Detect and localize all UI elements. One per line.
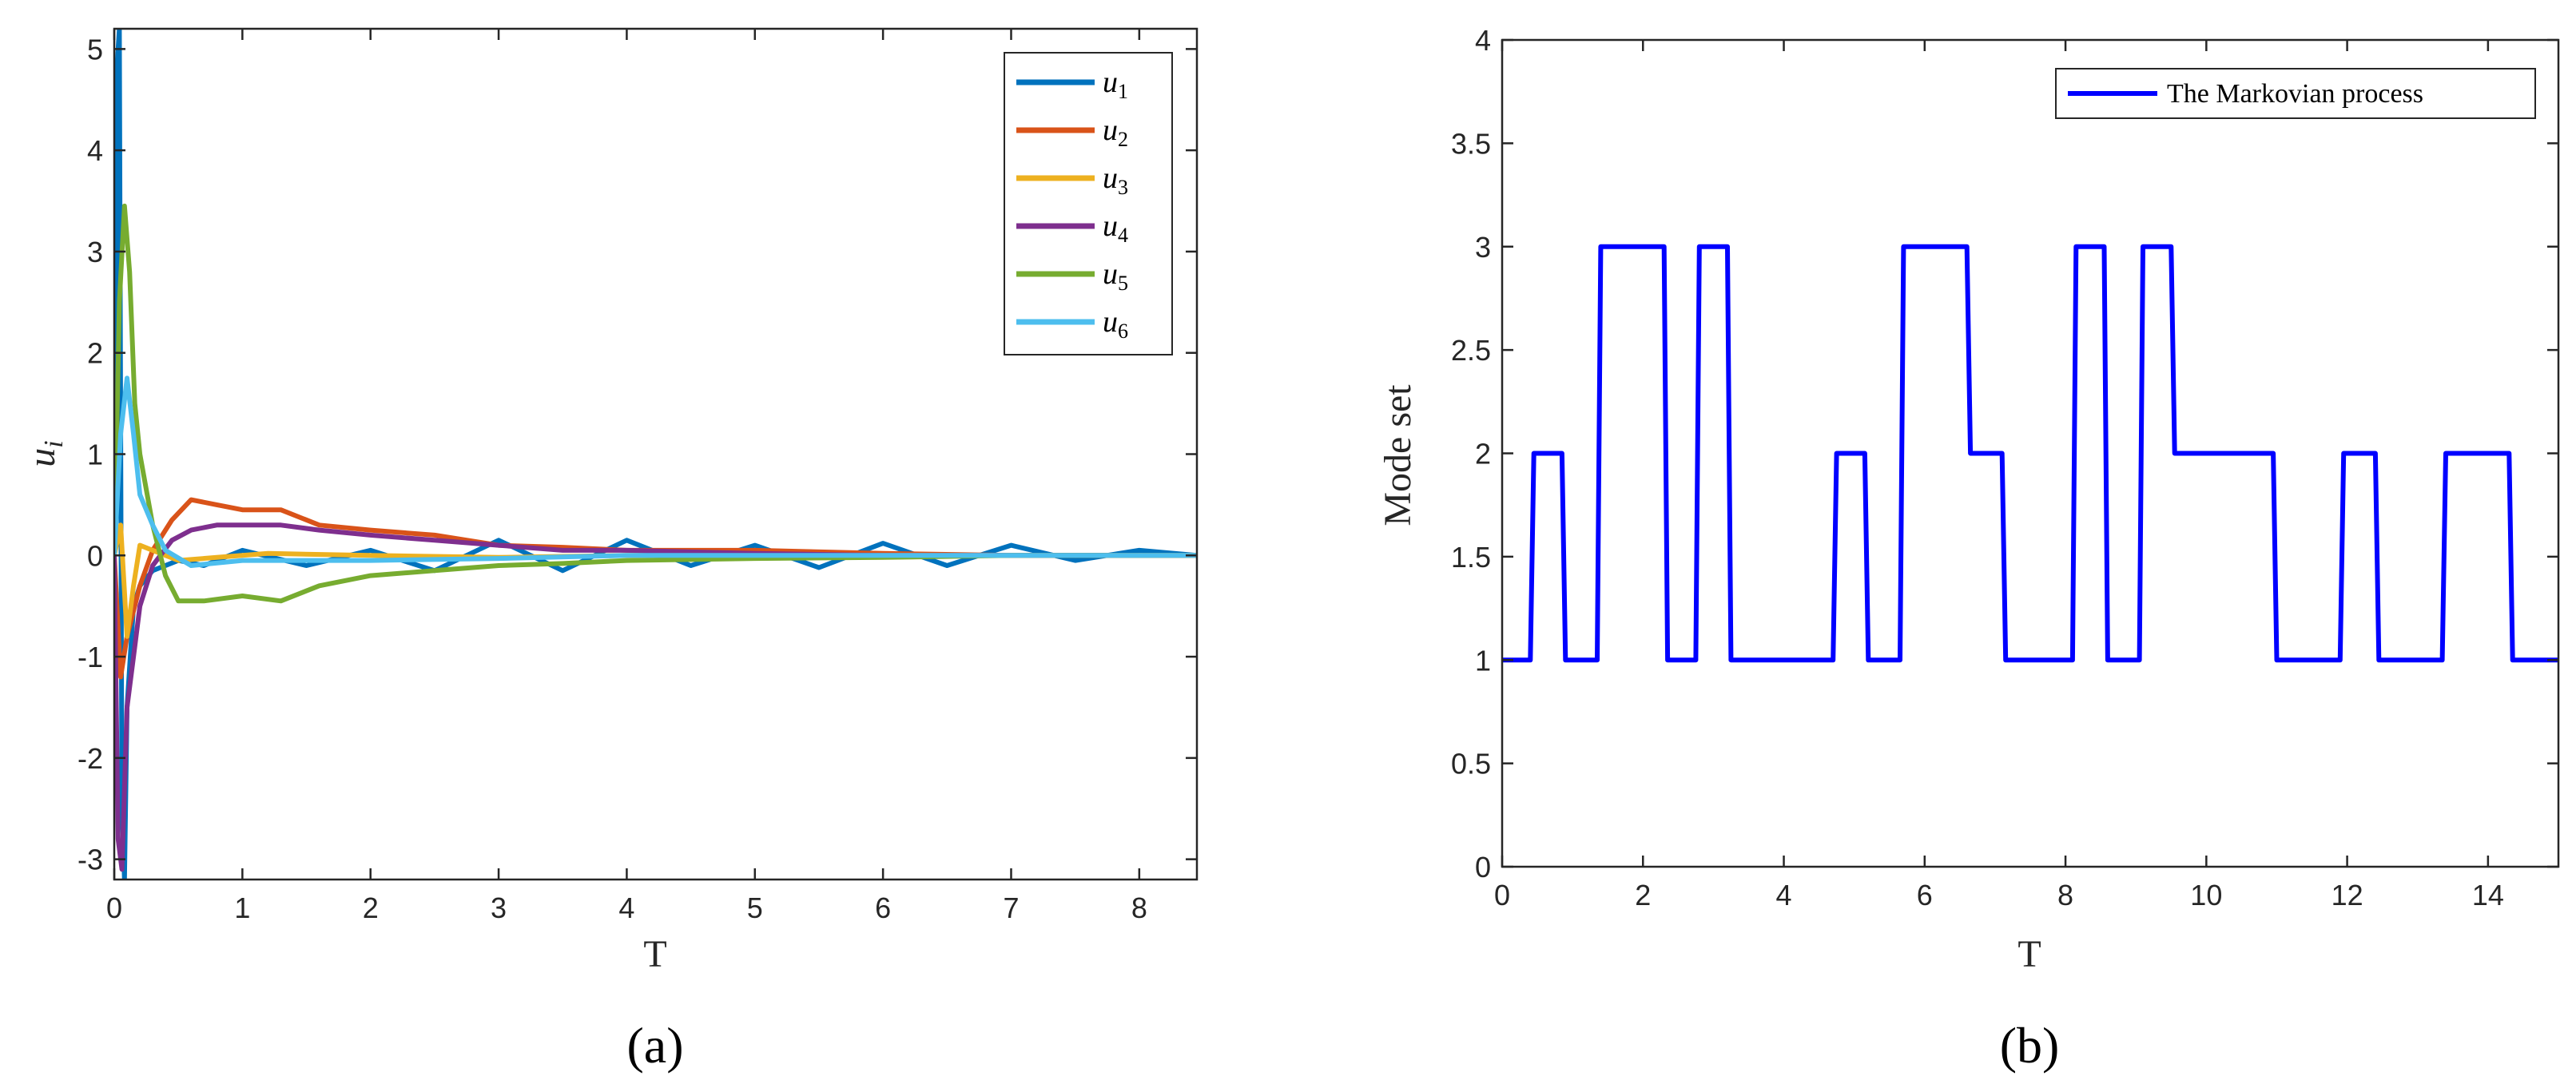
legend-a-entry-sub: 1 [1118,80,1128,103]
y-tick-label: 0.5 [1451,748,1491,780]
caption-b: (b) [2000,1017,2060,1074]
y-tick-label: 3 [87,236,103,268]
y-tick-label: 0 [87,539,103,572]
y-tick-label: -1 [78,641,103,673]
series-line-6 [114,375,1197,568]
legend-a-entry-sub: 3 [1118,176,1128,199]
x-tick-label: 1 [234,891,250,924]
x-tick-label: 7 [1003,891,1019,924]
x-tick-label: 5 [747,891,763,924]
y-tick-label: 1.5 [1451,541,1491,574]
legend-a-entry-name: u [1103,257,1118,291]
legend-a-entry-5: u5 [1103,257,1128,295]
legend-b-entry-1: The Markovian process [2167,79,2423,109]
legend-a-entry-name: u [1103,209,1118,243]
y-tick-label: 2 [87,337,103,370]
y-tick-label: 1 [87,439,103,471]
legend-a-entry-sub: 6 [1118,320,1128,343]
series-line-5 [114,203,1197,604]
y-tick-label: 5 [87,33,103,66]
legend-a-entry-name: u [1103,161,1118,195]
legend-a-entry-sub: 2 [1118,128,1128,151]
y-tick-label: 2 [1475,438,1491,471]
x-tick-label: 2 [1635,879,1651,911]
y-axis-label-b: Mode set [1377,384,1419,526]
x-tick-label: 10 [2190,879,2222,911]
y-tick-label: -3 [78,844,103,876]
y-tick-label: 4 [1475,24,1491,57]
legend-a-entry-sub: 4 [1118,224,1128,247]
caption-a: (a) [626,1017,683,1074]
x-tick-label: 4 [618,891,634,924]
legend-a-entry-name: u [1103,305,1118,339]
x-tick-label: 6 [875,891,891,924]
legend-a-box [1004,52,1173,355]
x-tick-label: 2 [363,891,379,924]
legend-a-entry-sub: 5 [1118,272,1128,295]
x-tick-label: 14 [2472,879,2504,911]
legend-a-entry-name: u [1103,66,1118,99]
y-tick-label: 3.5 [1451,127,1491,160]
y-tick-label: 4 [87,134,103,167]
y-axis-label-a: ui [21,440,69,467]
legend-a-entry-2: u2 [1103,113,1128,151]
x-tick-label: 8 [2057,879,2073,911]
legend-b: The Markovian process [2055,68,2536,119]
y-tick-label: -2 [78,742,103,775]
x-tick-label: 8 [1131,891,1147,924]
x-axis-label-a: T [643,933,666,975]
plot-area-b [1502,40,2558,867]
y-tick-label: 1 [1475,644,1491,677]
x-tick-label: 0 [1494,879,1510,911]
y-tick-label: 0 [1475,851,1491,884]
legend-a-entry-1: u1 [1103,66,1128,103]
x-tick-label: 6 [1917,879,1933,911]
legend-a-entry-6: u6 [1103,305,1128,343]
x-tick-label: 3 [491,891,507,924]
legend-a-entry-3: u3 [1103,161,1128,199]
series-line-1 [1502,244,2558,663]
x-tick-label: 12 [2332,879,2363,911]
x-tick-label: 0 [106,891,122,924]
x-tick-label: 4 [1776,879,1792,911]
y-axis-label-a-sub: i [39,440,69,447]
legend-a-entry-4: u4 [1103,209,1128,247]
y-tick-label: 3 [1475,231,1491,264]
y-tick-label: 2.5 [1451,334,1491,367]
legend-a-entry-name: u [1103,113,1118,147]
x-axis-label-b: T [2017,933,2041,975]
y-axis-label-a-main: u [21,448,63,467]
